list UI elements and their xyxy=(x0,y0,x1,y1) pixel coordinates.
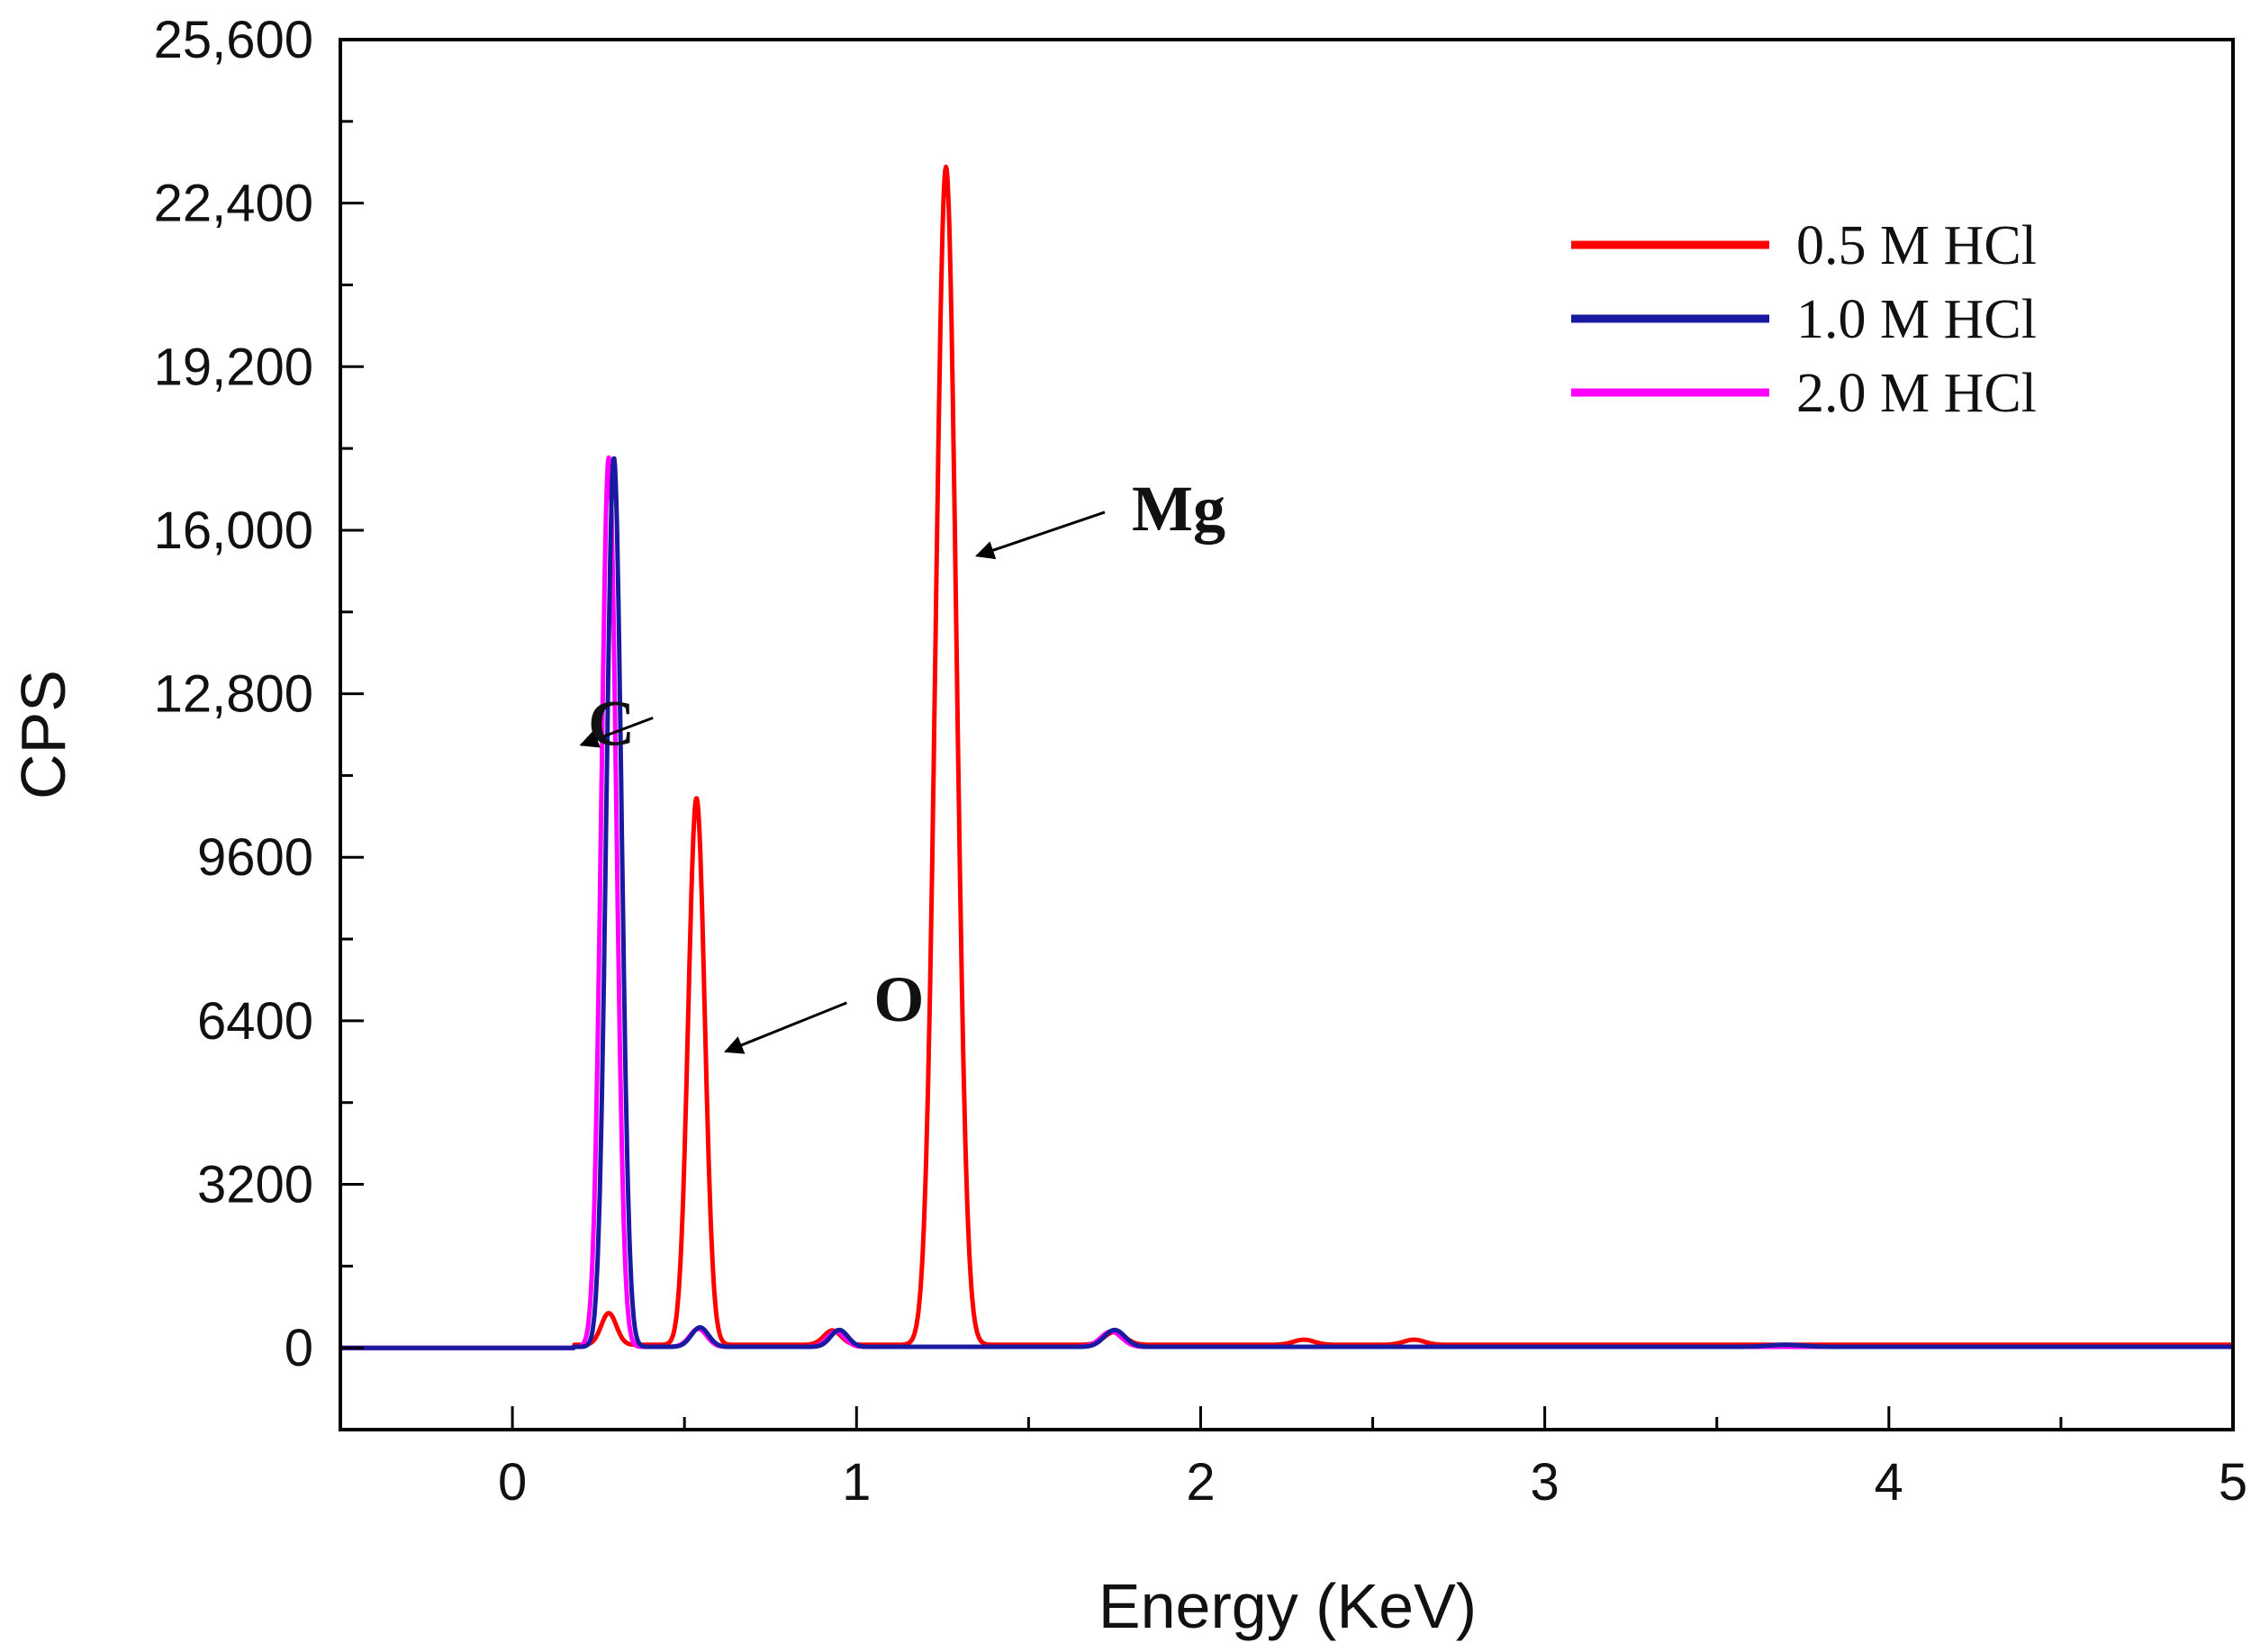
annotation-arrow-1 xyxy=(724,1001,847,1054)
annotation-arrow-0 xyxy=(579,716,654,748)
series-layer xyxy=(339,164,2235,1350)
y-axis-title: CPS xyxy=(8,670,78,799)
x-tick-label: 5 xyxy=(2219,1453,2247,1512)
legend: 0.5 M HCl 1.0 M HCl 2.0 M HCl xyxy=(1571,215,2037,424)
annotations: C O Mg xyxy=(579,473,1225,1054)
y-tick-label: 12,800 xyxy=(154,665,313,724)
x-tick-label: 3 xyxy=(1531,1453,1559,1512)
annotation-label-2: Mg xyxy=(1132,473,1225,545)
y-tick-label: 0 xyxy=(285,1319,313,1377)
annotation-label-1: O xyxy=(873,963,924,1035)
annotation-label-0: C xyxy=(588,687,635,759)
y-tick-label: 9600 xyxy=(197,828,313,887)
x-tick-label: 4 xyxy=(1875,1453,1903,1512)
y-tick-label: 3200 xyxy=(197,1156,313,1214)
x-axis-ticks: 0 1 2 3 4 5 xyxy=(339,1406,2247,1512)
y-tick-label: 22,400 xyxy=(154,175,313,233)
y-tick-label: 19,200 xyxy=(154,338,313,396)
x-tick-label: 1 xyxy=(842,1453,871,1512)
annotation-arrow-2 xyxy=(975,510,1106,560)
y-tick-label: 6400 xyxy=(197,992,313,1051)
x-axis-title: Energy (KeV) xyxy=(1098,1571,1477,1641)
y-axis-ticks: 0 3200 6400 9600 12,800 16,000 19,200 22,400 25,… xyxy=(154,11,364,1431)
series-line-1 xyxy=(339,456,2235,1350)
y-tick-label: 16,000 xyxy=(154,501,313,560)
legend-label-1: 1.0 M HCl xyxy=(1796,289,2037,350)
x-tick-label: 2 xyxy=(1186,1453,1215,1512)
legend-label-0: 0.5 M HCl xyxy=(1796,215,2037,276)
legend-label-2: 2.0 M HCl xyxy=(1796,363,2037,424)
y-tick-label: 25,600 xyxy=(154,11,313,69)
x-tick-label: 0 xyxy=(498,1453,527,1512)
plot-frame xyxy=(339,38,2235,1431)
